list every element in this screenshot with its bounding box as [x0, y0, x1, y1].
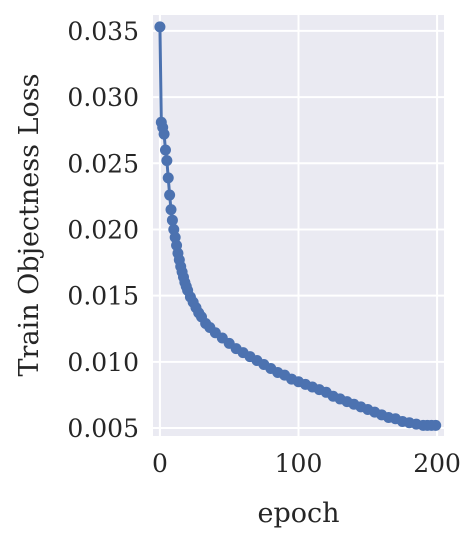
- x-tick-label: 0: [152, 449, 168, 478]
- y-tick-label: 0.030: [67, 83, 139, 112]
- data-point: [166, 214, 178, 226]
- data-point: [162, 172, 174, 184]
- data-point: [158, 128, 170, 140]
- series-layer: [154, 21, 442, 431]
- y-tick-labels: 0.005 0.010 0.015 0.020 0.025 0.030 0.035: [67, 17, 139, 443]
- y-tick-label: 0.015: [67, 282, 139, 311]
- data-point: [165, 204, 177, 216]
- y-tick-label: 0.010: [67, 348, 139, 377]
- y-tick-label: 0.005: [67, 414, 139, 443]
- data-point: [161, 155, 173, 167]
- x-tick-labels: 0 100 200: [152, 449, 461, 478]
- data-point: [430, 419, 442, 431]
- x-axis-label: epoch: [257, 498, 339, 529]
- y-tick-label: 0.020: [67, 215, 139, 244]
- y-tick-label: 0.035: [67, 17, 139, 46]
- y-axis-label: Train Objectness Loss: [14, 74, 45, 377]
- data-point: [154, 21, 166, 33]
- y-tick-label: 0.025: [67, 149, 139, 178]
- x-tick-label: 100: [275, 449, 323, 478]
- data-point: [164, 189, 176, 201]
- x-tick-label: 200: [413, 449, 461, 478]
- data-point: [159, 144, 171, 156]
